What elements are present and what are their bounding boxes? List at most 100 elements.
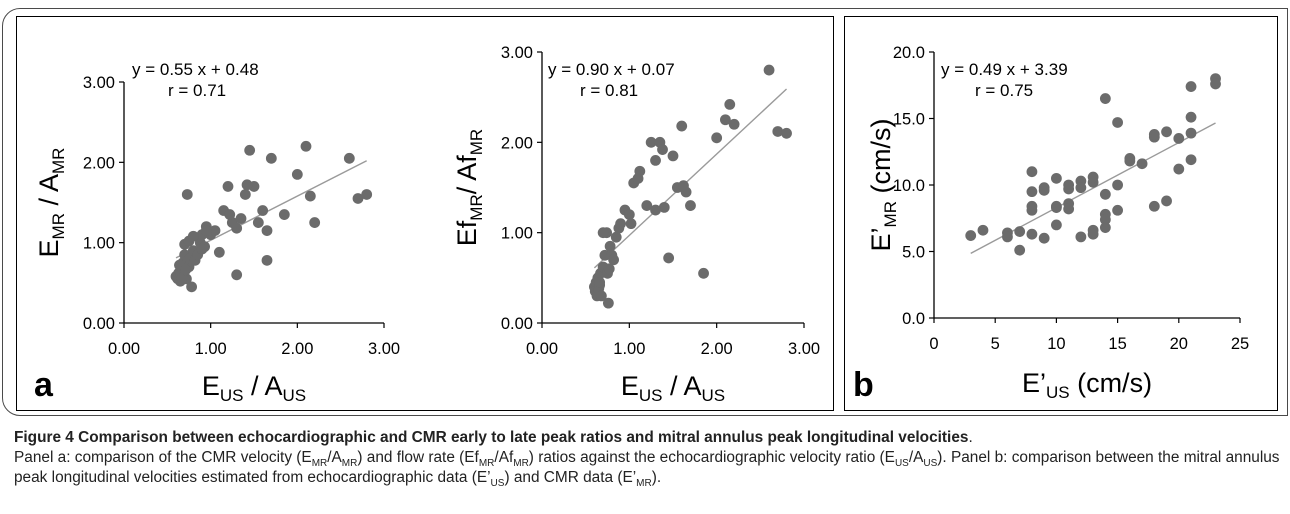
x-axis-title-subscript: US bbox=[283, 386, 307, 405]
data-point bbox=[235, 213, 247, 224]
x-axis-title-subscript: US bbox=[220, 386, 244, 405]
data-point bbox=[361, 189, 373, 200]
data-point bbox=[720, 114, 731, 126]
data-point bbox=[1026, 166, 1038, 178]
regression-equation: y = 0.90 x + 0.07 bbox=[548, 60, 675, 79]
data-point bbox=[1099, 222, 1111, 233]
x-tick-label: 20 bbox=[1170, 335, 1188, 353]
y-axis-title-subscript: MR bbox=[881, 201, 900, 227]
y-tick-label: 1.00 bbox=[83, 235, 115, 253]
data-point bbox=[615, 218, 626, 230]
x-tick-label: 5 bbox=[991, 335, 1000, 353]
y-axis-title: EfMR/ AfMR bbox=[452, 129, 486, 246]
data-point bbox=[257, 205, 269, 216]
data-point bbox=[1210, 78, 1221, 90]
regression-equation: y = 0.49 x + 3.39 bbox=[941, 60, 1068, 79]
data-point bbox=[343, 152, 355, 164]
panel-b-box bbox=[844, 16, 1278, 411]
x-axis-title-subscript: US bbox=[1046, 383, 1070, 402]
x-axis-title-symbol: / A bbox=[662, 371, 701, 401]
data-point bbox=[196, 243, 208, 255]
data-point bbox=[657, 144, 668, 155]
x-tick-label: 1.00 bbox=[195, 340, 227, 358]
x-axis-title-symbol: E bbox=[202, 371, 220, 401]
y-tick-label: 0.0 bbox=[902, 310, 925, 328]
data-point bbox=[1099, 214, 1111, 225]
data-point bbox=[650, 155, 661, 166]
x-tick-label: 3.00 bbox=[368, 340, 400, 358]
x-tick-label: 0.00 bbox=[526, 340, 558, 358]
y-tick-label: 2.00 bbox=[501, 134, 533, 152]
data-point bbox=[1075, 231, 1087, 243]
data-point bbox=[645, 136, 657, 148]
y-axis-title-symbol: Ef bbox=[452, 220, 482, 246]
data-point bbox=[711, 132, 723, 144]
data-point bbox=[603, 263, 615, 275]
caption-sub: US bbox=[894, 458, 909, 470]
data-point bbox=[200, 225, 212, 237]
data-point bbox=[213, 246, 225, 258]
figure-caption: Figure 4 Comparison between echocardiogr… bbox=[14, 428, 1284, 489]
data-point bbox=[244, 144, 256, 156]
chart-emr-amr: 0.00 1.00 2.00 3.00 0.00 1.00 2.00 3.00 y = 0.55… bbox=[34, 60, 400, 405]
y-tick-label: 15.0 bbox=[893, 111, 925, 129]
data-point bbox=[291, 168, 303, 180]
data-point bbox=[728, 118, 740, 130]
chart-efmr-afmr: 0.00 1.00 2.00 3.00 0.00 1.00 2.00 3.00 y = 0.90… bbox=[452, 44, 820, 405]
data-point bbox=[1185, 81, 1197, 92]
y-tick-label: 3.00 bbox=[501, 44, 533, 62]
caption-sub: MR bbox=[341, 458, 358, 470]
data-point bbox=[1099, 188, 1111, 200]
caption-sym: E’ bbox=[476, 469, 491, 486]
x-tick-label: 25 bbox=[1231, 335, 1249, 353]
data-point bbox=[261, 254, 273, 266]
data-point bbox=[610, 231, 622, 243]
x-tick-label: 10 bbox=[1047, 335, 1065, 353]
data-point bbox=[1112, 117, 1123, 128]
x-axis-title-subscript: US bbox=[702, 386, 726, 405]
data-point bbox=[265, 152, 277, 164]
x-tick-label: 15 bbox=[1108, 335, 1126, 353]
data-point bbox=[231, 222, 243, 234]
x-axis-title-symbol: E bbox=[621, 371, 639, 401]
data-point bbox=[1063, 179, 1075, 191]
data-point bbox=[1112, 179, 1123, 191]
caption-text: ) ratios against the echocardiographic v… bbox=[528, 449, 885, 466]
data-point bbox=[595, 290, 607, 302]
data-point bbox=[604, 240, 616, 252]
x-tick-label: 0 bbox=[929, 335, 938, 353]
caption-sym: E bbox=[301, 449, 312, 466]
data-point bbox=[1014, 226, 1026, 237]
y-axis-title-symbol: / Af bbox=[452, 155, 482, 195]
correlation-label: r = 0.81 bbox=[580, 81, 638, 100]
data-point bbox=[186, 281, 198, 293]
caption-text: Panel a: comparison of the CMR velocity … bbox=[14, 449, 302, 466]
regression-line bbox=[593, 88, 788, 269]
data-point bbox=[209, 225, 221, 237]
data-point bbox=[977, 224, 989, 236]
data-point bbox=[1075, 182, 1087, 194]
data-point bbox=[724, 98, 736, 110]
y-axis-title-subscript: MR bbox=[49, 213, 68, 239]
caption-text: ) and CMR data ( bbox=[504, 469, 623, 486]
caption-sym: Af bbox=[498, 449, 514, 466]
panel-label-b: b bbox=[853, 366, 874, 404]
data-point bbox=[1063, 203, 1075, 215]
data-point bbox=[1185, 154, 1197, 166]
caption-sub: MR bbox=[311, 458, 328, 470]
y-axis-title-symbol: E bbox=[34, 239, 64, 257]
data-point bbox=[1185, 111, 1197, 123]
y-axis-title: E’MR (cm/s) bbox=[866, 119, 900, 252]
caption-text: ). bbox=[651, 469, 662, 486]
data-point bbox=[1136, 158, 1148, 170]
y-tick-label: 1.00 bbox=[501, 225, 533, 243]
caption-title: Figure 4 Comparison between echocardiogr… bbox=[14, 429, 969, 446]
y-axis-title-unit: (cm/s) bbox=[866, 119, 896, 201]
data-point bbox=[1173, 133, 1185, 144]
data-point bbox=[772, 126, 784, 137]
y-tick-label: 5.0 bbox=[902, 244, 925, 262]
data-point bbox=[309, 217, 321, 228]
data-point bbox=[252, 217, 264, 228]
data-point bbox=[650, 204, 661, 216]
data-point bbox=[1148, 129, 1160, 140]
